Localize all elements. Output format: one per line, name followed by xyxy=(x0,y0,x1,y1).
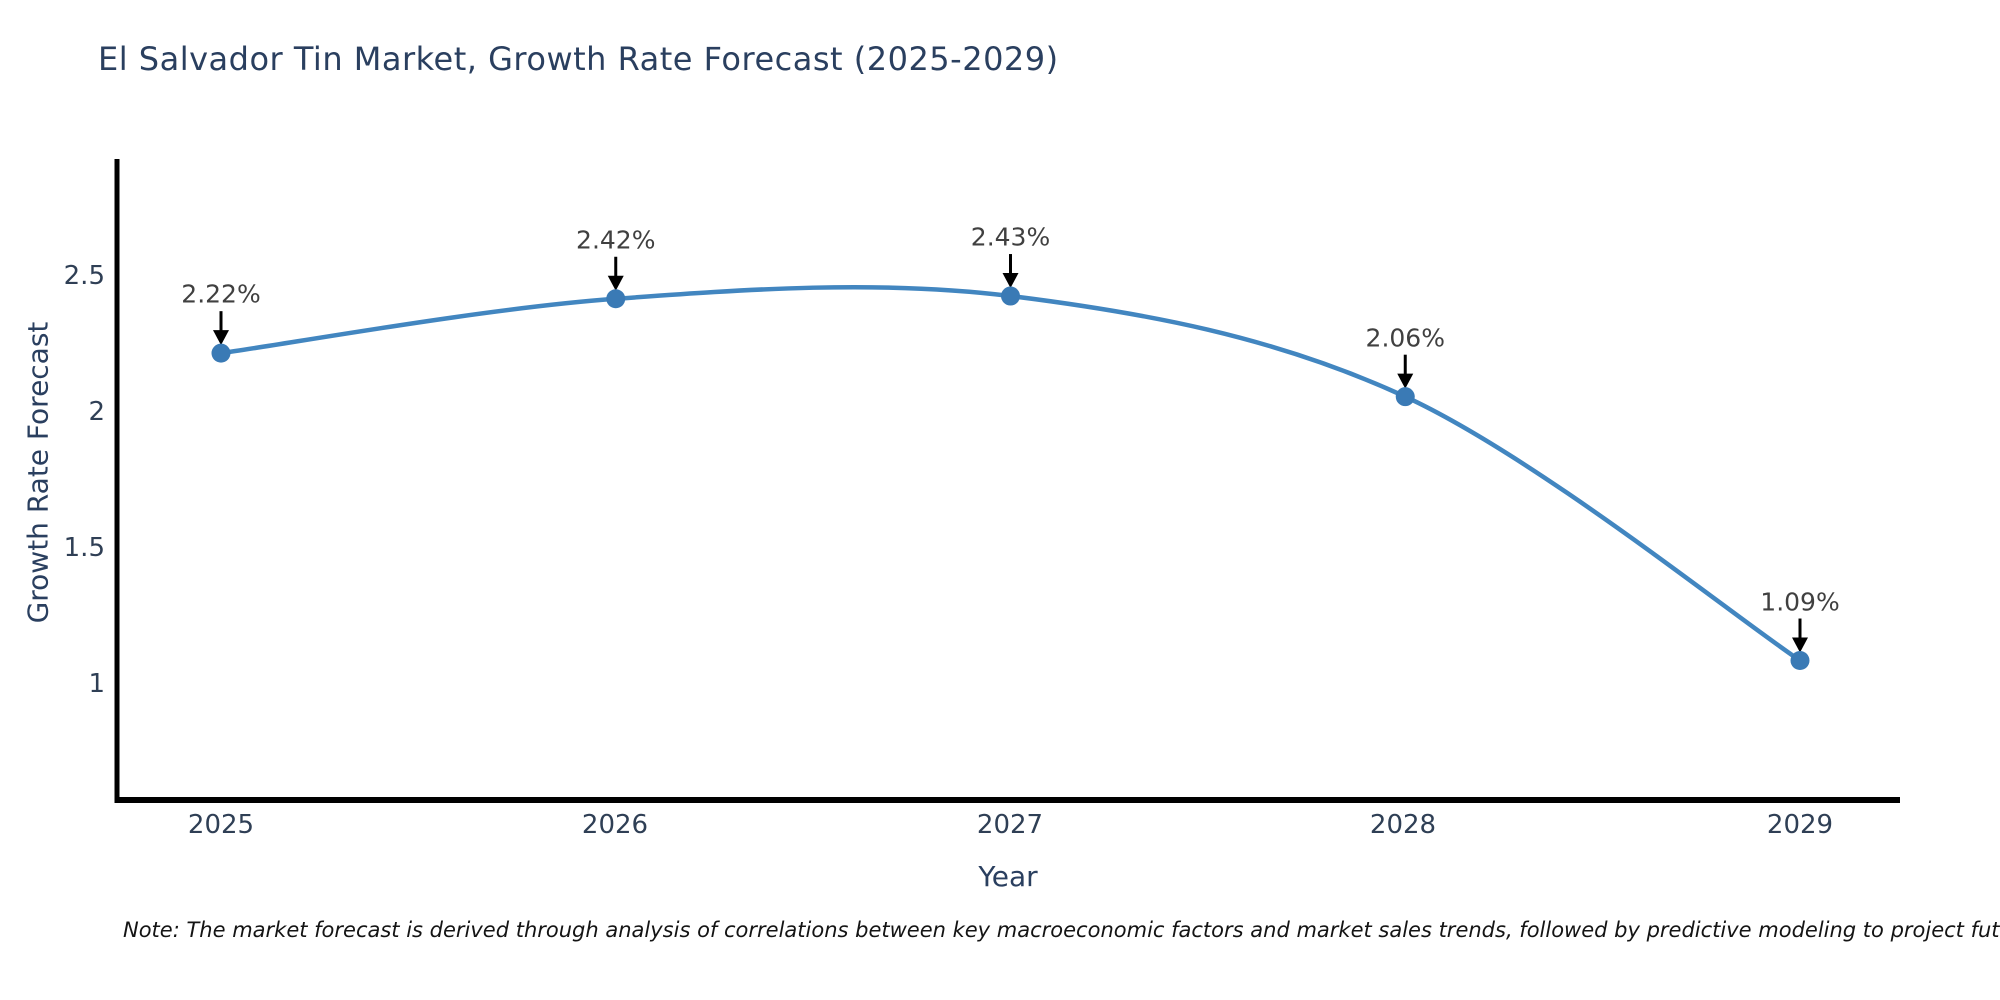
annotation-arrowhead xyxy=(607,275,624,291)
x-tick-label: 2027 xyxy=(976,810,1044,840)
y-tick-label: 2 xyxy=(88,396,105,427)
x-tick-label: 2028 xyxy=(1369,810,1437,840)
annotation-arrowhead xyxy=(213,330,229,346)
data-point[interactable] xyxy=(606,289,626,309)
forecast-line xyxy=(218,284,1803,663)
y-tick-label: 2.5 xyxy=(63,260,105,291)
x-axis-title: Year xyxy=(978,860,1038,893)
footnote: Note: The market forecast is derived thr… xyxy=(123,918,2000,942)
x-tick-label: 2029 xyxy=(1766,810,1834,840)
y-tick-label: 1.5 xyxy=(63,532,105,563)
chart-title: El Salvador Tin Market, Growth Rate Fore… xyxy=(98,40,1059,78)
x-tick-label: 2025 xyxy=(187,810,255,840)
data-point[interactable] xyxy=(211,343,231,363)
x-tick-label: 2026 xyxy=(581,810,649,840)
annotation-arrowhead xyxy=(1397,373,1414,389)
point-label: 2.22% xyxy=(181,279,261,309)
annotation-arrowhead xyxy=(1792,637,1808,653)
data-point[interactable] xyxy=(1790,651,1810,671)
data-point[interactable] xyxy=(1395,387,1415,407)
point-label: 2.06% xyxy=(1365,323,1445,353)
annotation-arrowhead xyxy=(1002,273,1019,289)
point-label: 2.43% xyxy=(970,222,1051,252)
point-label: 1.09% xyxy=(1760,587,1840,617)
data-point[interactable] xyxy=(1001,286,1020,306)
y-tick-label: 1 xyxy=(88,668,105,699)
point-label: 2.42% xyxy=(576,225,656,255)
